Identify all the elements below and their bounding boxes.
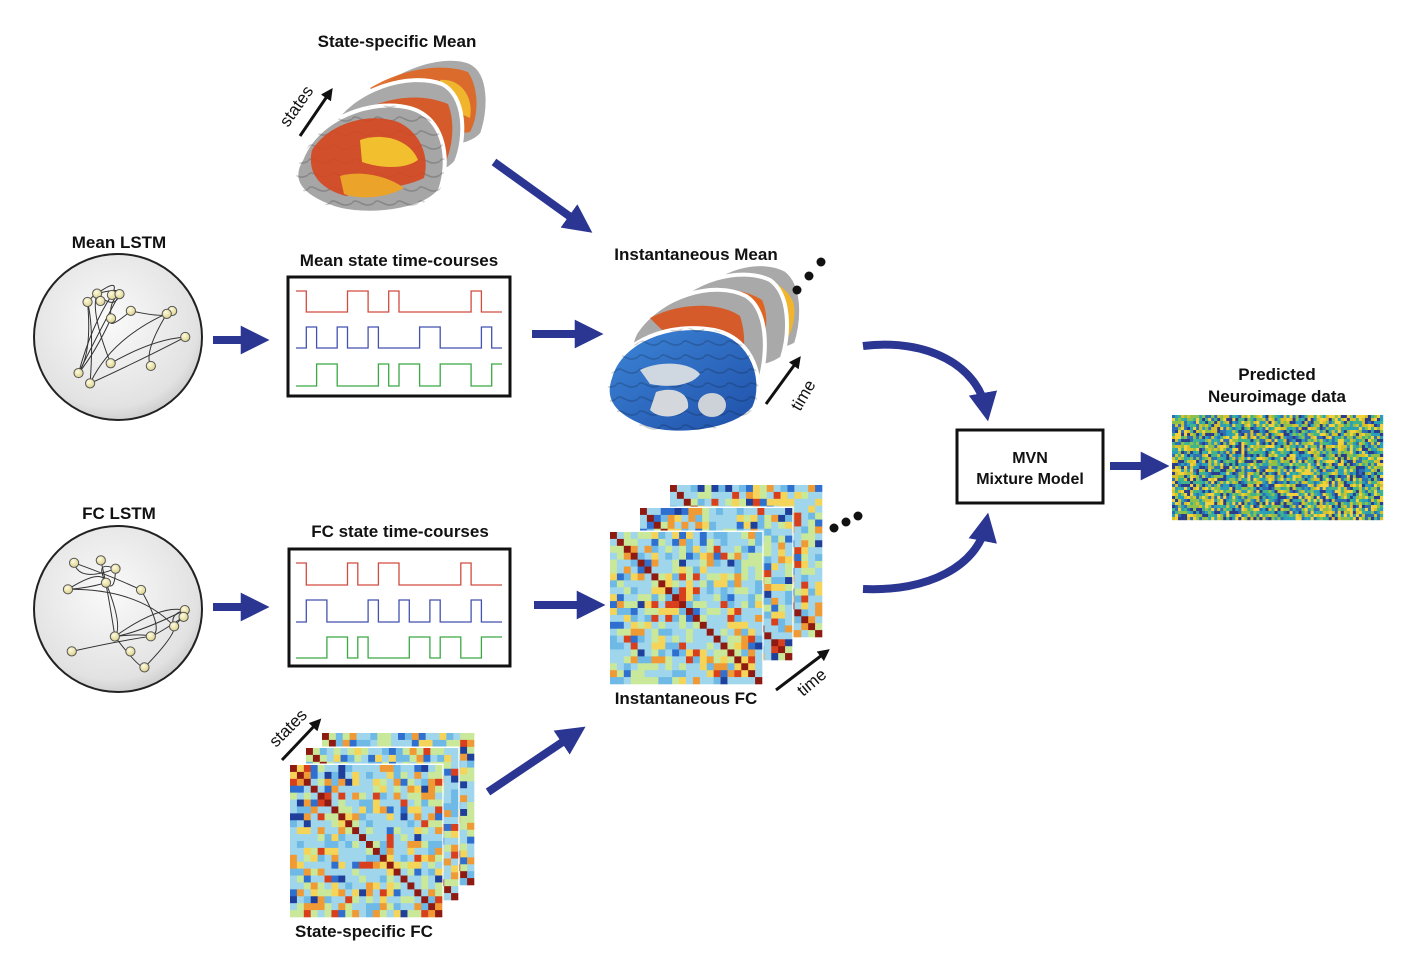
lstm-node [169,621,180,632]
state-specific-fc-stack [288,731,476,919]
time-axis-label-mean: time [787,377,820,414]
lstm-node [178,611,189,622]
lstm-node [84,378,96,389]
timecourse-trace-blue [296,326,502,349]
arrow-state-mean-to-instantaneous [491,158,593,233]
lstm-node [114,289,125,300]
lstm-edge [73,562,142,591]
predicted-neuroimage-data [1172,415,1384,521]
ellipsis-mean [792,257,826,295]
states-axis-label-mean: states [276,82,318,130]
lstm-edge [110,336,186,364]
mean-timecourse-box [286,275,512,398]
lstm-node [139,662,150,673]
instantaneous-fc-stack [608,483,824,686]
time-axis-label-fc: time [793,665,830,700]
states-arrow-mean [298,88,333,137]
lstm-node [125,305,136,316]
timecourse-trace-blue [296,599,502,623]
mvn-mixture-model-box: MVN Mixture Model [955,428,1105,505]
predicted-label-line1: Predicted [1238,365,1315,384]
lstm-node [145,360,156,372]
lstm-node [135,584,147,596]
flow-arrows [213,158,1170,796]
timecourse-trace-green [296,363,502,387]
lstm-edge [78,293,120,374]
state-specific-fc-label: State-specific FC [295,922,433,941]
lstm-edge [71,635,151,652]
lstm-edge [67,588,175,627]
lstm-node [100,577,112,588]
ellipsis-fc [829,511,863,533]
lstm-node [105,358,116,369]
fc-lstm-label: FC LSTM [82,504,156,523]
lstm-edge [89,310,173,384]
predicted-label-line2: Neuroimage data [1208,387,1346,406]
lstm-node [66,646,77,657]
mean-lstm-label: Mean LSTM [72,233,166,252]
arrow-instantaneous-fc-to-mvn [862,512,997,594]
arrow-state-fc-to-instantaneous [485,726,586,796]
fc-timecourse-box [287,547,512,668]
lstm-edge [87,301,93,384]
states-arrow-fc [280,718,322,762]
time-arrow-fc [775,649,830,692]
lstm-node [180,331,191,343]
fc-timecourses-label: FC state time-courses [311,522,489,541]
lstm-node [109,631,120,642]
lstm-node [62,584,74,595]
mean-timecourses-label: Mean state time-courses [300,251,498,270]
lstm-node [95,555,106,566]
state-specific-mean-label: State-specific Mean [318,32,477,51]
instantaneous-mean-label: Instantaneous Mean [614,245,777,264]
timecourse-trace-red [296,562,502,586]
mvn-label-line1: MVN [1012,450,1048,467]
lstm-node [105,313,117,324]
lstm-node [125,646,136,657]
state-specific-mean-brains [294,56,490,215]
lstm-edge [78,294,113,374]
timecourse-trace-green [296,636,502,659]
lstm-node [145,631,156,642]
lstm-nodes [62,555,190,673]
instantaneous-mean-brains [605,262,804,435]
time-arrow-mean [764,356,801,405]
lstm-node [110,563,121,574]
lstm-edge [89,336,186,384]
lstm-node [69,557,80,568]
arrow-instantaneous-mean-to-mvn [862,340,998,422]
lstm-node [95,295,106,307]
mvn-label-line2: Mixture Model [976,471,1084,488]
mean-lstm-network [33,253,203,421]
instantaneous-fc-label: Instantaneous FC [615,689,758,708]
fc-lstm-network [33,525,203,693]
lstm-nodes [73,288,191,389]
lstm-node [82,296,93,308]
states-axis-label-fc: states [265,705,311,751]
lstm-node [73,367,84,379]
timecourse-trace-red [296,290,502,313]
lstm-node [161,308,172,319]
